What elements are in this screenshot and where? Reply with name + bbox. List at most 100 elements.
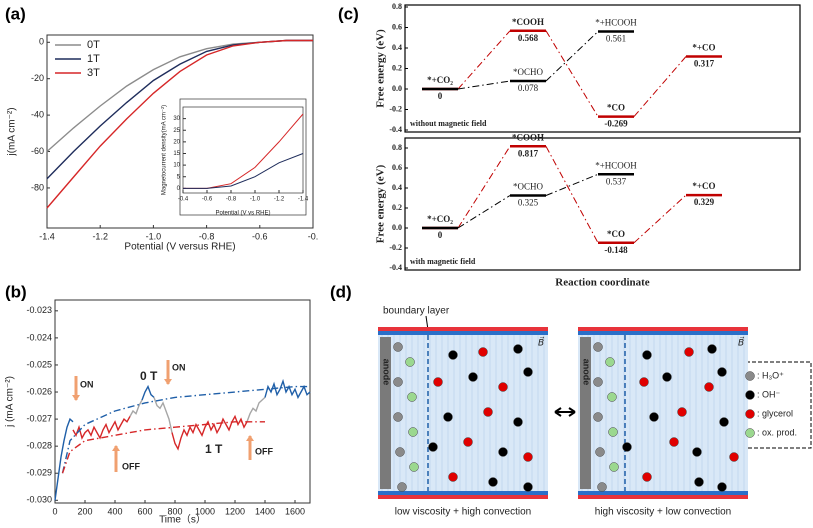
diagram-d: (d) boundary layer anode B⃗ low viscosity … bbox=[330, 282, 812, 518]
connector bbox=[457, 146, 511, 229]
connector bbox=[633, 194, 687, 244]
x-tick-label: -0.8 bbox=[226, 197, 237, 203]
data-line bbox=[129, 399, 143, 417]
level-value: 0.817 bbox=[518, 148, 539, 158]
particle bbox=[605, 357, 615, 367]
particle bbox=[677, 407, 687, 417]
annotation: ON bbox=[80, 379, 94, 389]
y-axis-label: j(mA cm⁻²) bbox=[7, 107, 18, 156]
y-tick-label: 15 bbox=[173, 151, 180, 157]
particle bbox=[443, 412, 453, 422]
level-value: 0.537 bbox=[606, 176, 627, 186]
particle bbox=[704, 382, 714, 392]
x-tick-label: -1.2 bbox=[92, 231, 108, 241]
panel-label: (b) bbox=[5, 282, 27, 301]
particle bbox=[393, 412, 403, 422]
chart: -0.4 -0.6 -0.8 -1.0 -1.2 -1.4 0 5 10 15 20 25 30 Pote… bbox=[162, 105, 309, 217]
particle bbox=[428, 442, 438, 452]
panel-label: (a) bbox=[5, 4, 26, 23]
annotation-arrowhead bbox=[246, 435, 254, 441]
connector bbox=[545, 173, 599, 196]
x-tick-label: 600 bbox=[137, 506, 152, 516]
chart: 0 200 400 600 800 1000 1200 1400 1600 -0.023 -0.02… bbox=[5, 282, 311, 526]
connector bbox=[457, 195, 511, 229]
level-value: 0.317 bbox=[694, 59, 715, 69]
particle bbox=[395, 447, 405, 457]
data-line bbox=[183, 153, 304, 189]
x-tick-label: 400 bbox=[107, 506, 122, 516]
level-label: *+CO₂ bbox=[427, 75, 453, 85]
x-tick-label: -0.6 bbox=[252, 231, 268, 241]
double-arrow bbox=[554, 407, 576, 417]
y-axis-label: Free energy (eV) bbox=[375, 164, 387, 243]
field-label: B⃗ bbox=[738, 337, 744, 348]
annotation: 0 T bbox=[140, 369, 158, 383]
y-tick-label: 0.0 bbox=[392, 223, 402, 232]
level-value: -0.269 bbox=[604, 119, 628, 129]
anode bbox=[580, 337, 591, 489]
data-line bbox=[61, 421, 265, 474]
particle bbox=[642, 350, 652, 360]
panel-label: (c) bbox=[338, 4, 359, 23]
y-tick-label: 0.6 bbox=[392, 163, 402, 172]
annotation: 1 T bbox=[205, 442, 223, 456]
wall bbox=[378, 327, 548, 331]
y-tick-label: -0.2 bbox=[389, 243, 402, 252]
level-label: *+CO bbox=[692, 181, 715, 191]
chart: 0.8 0.6 0.4 0.2 0.0 -0.2 -0.4 Free energy (eV) w… bbox=[338, 2, 801, 134]
y-tick-label: -0.4 bbox=[389, 125, 402, 134]
particle bbox=[468, 372, 478, 382]
y-axis-label: Magnetocurrent density(mA cm⁻²) bbox=[162, 105, 168, 195]
wall bbox=[578, 331, 748, 335]
annotation: OFF bbox=[122, 461, 140, 471]
y-tick-label: 0.8 bbox=[392, 143, 402, 152]
y-tick-label: 30 bbox=[173, 116, 180, 122]
y-tick-label: -0.4 bbox=[389, 263, 402, 272]
y-tick-label: -40 bbox=[31, 109, 44, 119]
y-tick-label: -80 bbox=[31, 182, 44, 192]
level-value: 0 bbox=[438, 91, 443, 101]
connector bbox=[457, 80, 511, 90]
legend-dot bbox=[745, 409, 755, 419]
connector bbox=[545, 31, 599, 82]
boundary-label: boundary layer bbox=[383, 306, 450, 317]
x-axis-label: Potential (V vs RHE) bbox=[215, 211, 270, 217]
y-tick-label: 0.4 bbox=[392, 183, 402, 192]
y-tick-label: -0.026 bbox=[26, 386, 52, 396]
particle bbox=[448, 472, 458, 482]
y-tick-label: -20 bbox=[31, 73, 44, 83]
level-label: *OCHO bbox=[513, 182, 544, 192]
particle bbox=[513, 417, 523, 427]
annotation: ON bbox=[172, 362, 186, 372]
level-value: 0.568 bbox=[518, 33, 539, 43]
legend-label: 0T bbox=[87, 39, 100, 51]
particle bbox=[684, 347, 694, 357]
caption: low viscosity + high convection bbox=[395, 507, 531, 518]
particle bbox=[729, 452, 739, 462]
wall bbox=[578, 495, 748, 499]
x-tick-label: -0.6 bbox=[202, 197, 213, 203]
level-label: *CO bbox=[607, 103, 625, 113]
x-tick-label: -0.4 bbox=[178, 197, 189, 203]
annotation-arrowhead bbox=[112, 445, 120, 451]
plot-frame bbox=[54, 299, 311, 504]
y-tick-label: 0.6 bbox=[392, 22, 402, 31]
x-tick-label: -1.2 bbox=[274, 197, 285, 203]
data-line bbox=[54, 417, 74, 501]
annotation: OFF bbox=[255, 446, 273, 456]
y-tick-label: 20 bbox=[173, 139, 180, 145]
x-tick-label: 1600 bbox=[285, 506, 305, 516]
y-tick-label: 10 bbox=[173, 163, 180, 169]
y-tick-label: -60 bbox=[31, 146, 44, 156]
y-tick-label: 0 bbox=[39, 37, 44, 47]
level-label: *CO bbox=[607, 229, 625, 239]
particle bbox=[694, 477, 704, 487]
level-value: 0.078 bbox=[518, 83, 539, 93]
particle bbox=[478, 347, 488, 357]
annotation-arrowhead bbox=[72, 395, 80, 401]
annotation-arrowhead bbox=[164, 379, 172, 385]
caption: high viscosity + low convection bbox=[595, 507, 731, 518]
anode bbox=[380, 337, 391, 489]
particle bbox=[642, 472, 652, 482]
